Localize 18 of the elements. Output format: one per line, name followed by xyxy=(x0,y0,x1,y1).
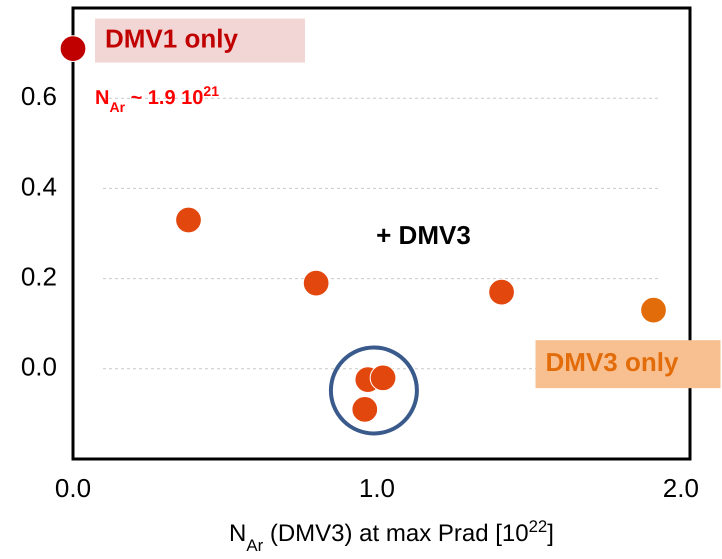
point xyxy=(175,206,202,234)
y-tick-label: 0.6 xyxy=(20,81,57,112)
series-label: DMV1 only xyxy=(105,23,238,54)
point xyxy=(351,396,378,423)
annotation: N$_{Ar}$ ~ 1.9 10$^{21}$ xyxy=(95,83,220,116)
point xyxy=(302,270,330,296)
y-tick-label: 0.0 xyxy=(20,352,57,382)
x-tick-label: 2.0 xyxy=(662,473,699,503)
x-tick-label: 1.0 xyxy=(358,473,396,503)
series-label: + DMV3 xyxy=(376,220,471,250)
point xyxy=(488,278,515,306)
point xyxy=(60,35,86,62)
x-axis-title: N$_{Ar}$ (DMV3) at max Prad [10$^{22}$] xyxy=(229,516,554,554)
y-tick-label: 0.4 xyxy=(20,171,57,202)
point xyxy=(640,296,667,324)
series-label: DMV3 only xyxy=(546,347,679,378)
x-tick-label: 0.0 xyxy=(54,473,92,503)
y-tick-label: 0.2 xyxy=(20,261,57,292)
